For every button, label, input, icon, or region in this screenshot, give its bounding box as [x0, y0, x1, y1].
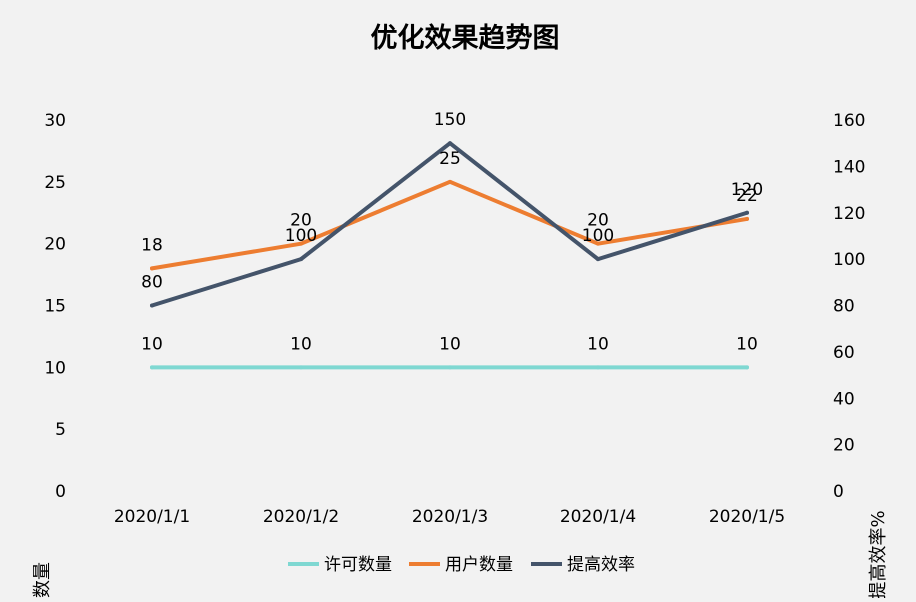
data-label: 20 [290, 211, 312, 231]
x-axis: 2020/1/1 2020/1/2 2020/1/3 2020/1/4 2020/1/5 [114, 507, 785, 527]
data-point [745, 216, 749, 221]
data-label: 10 [736, 334, 758, 354]
data-label: 120 [731, 180, 763, 200]
y-right-tick-label: 140 [833, 157, 865, 177]
y-left-tick-label: 10 [44, 358, 66, 378]
data-label: 100 [285, 226, 317, 246]
y-left-tick-label: 30 [44, 111, 66, 131]
legend-label: 许可数量 [324, 555, 392, 575]
data-label: 10 [587, 334, 609, 354]
y-right-tick-label: 160 [833, 111, 865, 131]
data-point [299, 365, 303, 370]
data-label: 10 [141, 334, 163, 354]
series-line-1 [150, 179, 749, 271]
x-tick-label: 2020/1/4 [560, 507, 636, 527]
data-point [299, 241, 303, 246]
x-tick-label: 2020/1/2 [263, 507, 339, 527]
data-point [448, 365, 452, 370]
y-left-tick-label: 25 [44, 173, 66, 193]
y-left-axis: 0 5 10 15 20 25 30 [44, 111, 66, 502]
y-left-axis-title: 数量 [32, 562, 53, 598]
series-lines [150, 141, 749, 370]
legend-label: 提高效率 [567, 555, 635, 575]
data-point [150, 266, 154, 271]
y-left-tick-label: 20 [44, 235, 66, 255]
data-label: 150 [434, 110, 466, 130]
data-point [596, 257, 600, 262]
data-label: 20 [587, 211, 609, 231]
y-right-tick-label: 0 [833, 482, 844, 502]
y-right-axis-title: 提高效率% [868, 510, 889, 598]
y-right-tick-label: 40 [833, 389, 855, 409]
legend: 许可数量 用户数量 提高效率 [288, 555, 635, 575]
y-right-tick-label: 20 [833, 436, 855, 456]
y-right-tick-label: 60 [833, 343, 855, 363]
y-left-tick-label: 5 [55, 420, 66, 440]
data-point [150, 365, 154, 370]
data-point [150, 303, 154, 308]
data-label: 80 [141, 273, 163, 293]
data-label: 10 [290, 334, 312, 354]
legend-label: 用户数量 [445, 555, 513, 575]
data-point [299, 257, 303, 262]
x-tick-label: 2020/1/3 [412, 507, 488, 527]
y-left-tick-label: 0 [55, 482, 66, 502]
x-tick-label: 2020/1/5 [709, 507, 785, 527]
data-label: 25 [439, 149, 461, 169]
data-point [596, 241, 600, 246]
data-label: 18 [141, 235, 163, 255]
data-label: 100 [582, 226, 614, 246]
data-point [596, 365, 600, 370]
data-labels: 10 10 10 10 10 18 20 25 20 22 80 100 150 100 120 [141, 110, 763, 354]
y-right-tick-label: 100 [833, 250, 865, 270]
data-point [448, 141, 452, 146]
y-right-tick-label: 120 [833, 204, 865, 224]
data-point [745, 210, 749, 215]
y-right-axis: 0 20 40 60 80 100 120 140 160 [833, 111, 865, 502]
data-point [745, 365, 749, 370]
chart-title: 优化效果趋势图 [371, 23, 560, 54]
y-left-tick-label: 15 [44, 297, 66, 317]
data-label: 22 [736, 186, 758, 206]
y-right-tick-label: 80 [833, 297, 855, 317]
data-point [448, 179, 452, 184]
x-tick-label: 2020/1/1 [114, 507, 190, 527]
data-label: 10 [439, 334, 461, 354]
